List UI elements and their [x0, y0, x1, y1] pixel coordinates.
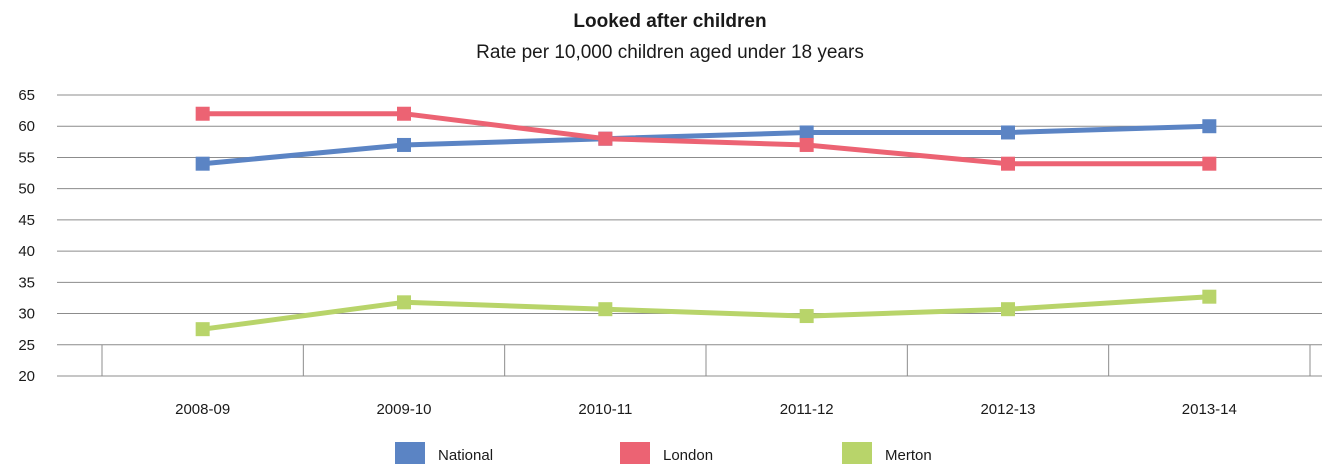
data-point-london — [800, 138, 814, 152]
chart-subtitle: Rate per 10,000 children aged under 18 y… — [476, 42, 864, 63]
series-merton — [196, 290, 1217, 336]
y-tick-label: 40 — [18, 243, 35, 260]
x-tick-label: 2011-12 — [780, 401, 834, 418]
data-point-merton — [397, 295, 411, 309]
x-tick-label: 2009-10 — [376, 401, 431, 418]
y-tick-label: 50 — [18, 181, 35, 198]
data-point-national — [800, 125, 814, 139]
legend-item-national: National — [395, 442, 493, 464]
x-tick-label: 2008-09 — [175, 401, 230, 418]
chart-title: Looked after children — [573, 11, 766, 32]
legend: National London Merton — [395, 442, 932, 464]
x-axis: 2008-09 2009-10 2010-11 2011-12 2012-13 2013-… — [102, 345, 1310, 418]
series-line-london — [203, 114, 1210, 164]
y-tick-label: 20 — [18, 368, 35, 385]
data-point-national — [397, 138, 411, 152]
series-london — [196, 107, 1217, 171]
legend-item-merton: Merton — [842, 442, 932, 464]
legend-item-london: London — [620, 442, 713, 464]
y-axis: 20 25 30 35 40 45 50 55 60 65 — [18, 87, 35, 385]
y-tick-label: 65 — [18, 87, 35, 104]
series-line-national — [203, 126, 1210, 164]
data-point-london — [598, 132, 612, 146]
series-group — [196, 107, 1217, 336]
series-line-merton — [203, 297, 1210, 330]
y-tick-label: 60 — [18, 118, 35, 135]
data-point-merton — [1202, 290, 1216, 304]
legend-label: London — [663, 447, 713, 464]
y-tick-label: 45 — [18, 212, 35, 229]
data-point-merton — [598, 302, 612, 316]
x-tick-label: 2013-14 — [1182, 401, 1237, 418]
data-point-london — [196, 107, 210, 121]
data-point-london — [1202, 157, 1216, 171]
data-point-national — [196, 157, 210, 171]
data-point-london — [1001, 157, 1015, 171]
data-point-merton — [800, 309, 814, 323]
y-tick-label: 30 — [18, 306, 35, 323]
legend-swatch — [395, 442, 425, 464]
x-tick-label: 2012-13 — [980, 401, 1035, 418]
data-point-london — [397, 107, 411, 121]
data-point-national — [1202, 119, 1216, 133]
x-tick-label: 2010-11 — [578, 401, 632, 418]
y-tick-label: 55 — [18, 149, 35, 166]
legend-swatch — [620, 442, 650, 464]
data-point-national — [1001, 125, 1015, 139]
data-point-merton — [196, 322, 210, 336]
legend-label: Merton — [885, 447, 932, 464]
legend-label: National — [438, 447, 493, 464]
y-tick-label: 35 — [18, 274, 35, 291]
y-tick-label: 25 — [18, 337, 35, 354]
data-point-merton — [1001, 302, 1015, 316]
legend-swatch — [842, 442, 872, 464]
